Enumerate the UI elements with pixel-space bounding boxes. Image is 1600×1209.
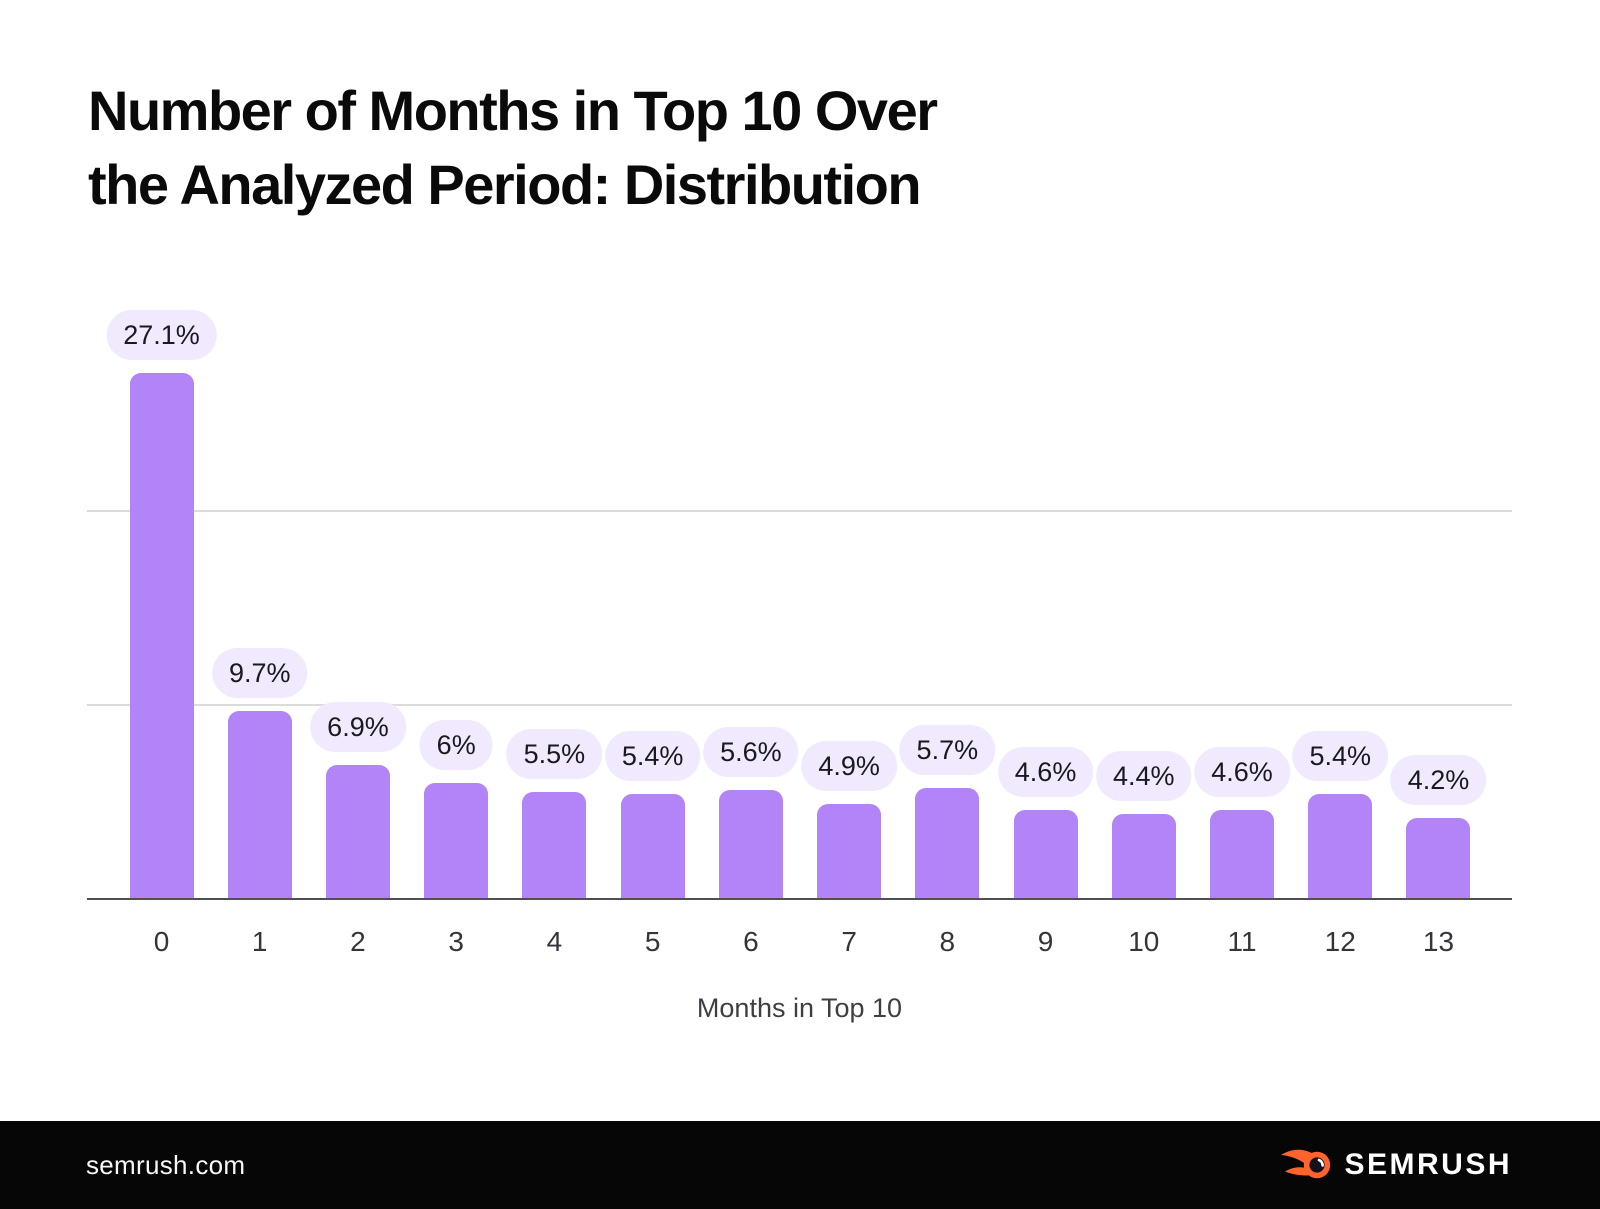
bar-6 <box>718 790 783 899</box>
bar-13 <box>1406 817 1471 899</box>
value-label-12: 5.4% <box>1292 731 1389 782</box>
x-tick-0: 0 <box>153 926 170 957</box>
x-tick-6: 6 <box>743 926 759 957</box>
value-label-0: 27.1% <box>106 310 217 361</box>
x-tick-5: 5 <box>644 926 661 957</box>
value-label-10: 4.4% <box>1096 750 1192 801</box>
bar-9 <box>1013 809 1078 899</box>
value-label-4: 5.5% <box>506 729 603 780</box>
x-tick-7: 7 <box>841 926 857 957</box>
value-label-8: 5.7% <box>899 725 996 776</box>
x-tick-10: 10 <box>1128 926 1160 957</box>
value-label-6: 5.6% <box>703 727 799 778</box>
value-label-9: 4.6% <box>997 746 1094 797</box>
semrush-flame-icon <box>1281 1149 1331 1179</box>
bar-8 <box>915 788 980 899</box>
x-tick-8: 8 <box>939 926 956 957</box>
chart-title-line-2: the Analyzed Period: Distribution <box>88 153 922 216</box>
x-axis-label: Months in Top 10 <box>696 993 903 1023</box>
bar-7 <box>817 803 882 899</box>
bar-1 <box>227 710 292 899</box>
gridline-20-percent <box>87 510 1512 512</box>
bar-2 <box>325 765 390 899</box>
x-tick-4: 4 <box>546 926 563 957</box>
value-label-11: 4.6% <box>1194 746 1290 797</box>
x-tick-1: 1 <box>251 926 268 957</box>
x-tick-11: 11 <box>1227 926 1257 957</box>
bar-5 <box>620 794 685 899</box>
value-label-5: 5.4% <box>604 731 701 782</box>
x-tick-3: 3 <box>448 926 464 957</box>
bar-11 <box>1210 809 1275 899</box>
x-tick-9: 9 <box>1037 926 1054 957</box>
value-label-3: 6% <box>419 719 493 770</box>
bar-12 <box>1308 794 1373 899</box>
footer-bar: semrush.com SEMRUSH <box>0 1121 1600 1209</box>
gridline-10-percent <box>87 704 1512 706</box>
chart-title-line-1: Number of Months in Top 10 Over <box>88 79 938 142</box>
chart-title: Number of Months in Top 10 Over the Anal… <box>88 74 938 222</box>
semrush-logo: SEMRUSH <box>1281 1145 1512 1185</box>
semrush-wordmark: SEMRUSH <box>1344 1148 1512 1181</box>
bar-3 <box>424 782 489 899</box>
value-label-1: 9.7% <box>211 647 308 698</box>
value-label-2: 6.9% <box>310 702 406 753</box>
x-tick-12: 12 <box>1324 926 1356 957</box>
footer-site-url: semrush.com <box>86 1149 246 1180</box>
x-tick-2: 2 <box>350 926 366 957</box>
x-axis-line <box>87 898 1512 900</box>
value-label-7: 4.9% <box>801 740 897 791</box>
bar-10 <box>1111 813 1176 899</box>
x-tick-13: 13 <box>1422 926 1455 957</box>
bar-0 <box>129 373 194 899</box>
value-label-13: 4.2% <box>1390 754 1487 805</box>
bar-4 <box>522 792 587 899</box>
